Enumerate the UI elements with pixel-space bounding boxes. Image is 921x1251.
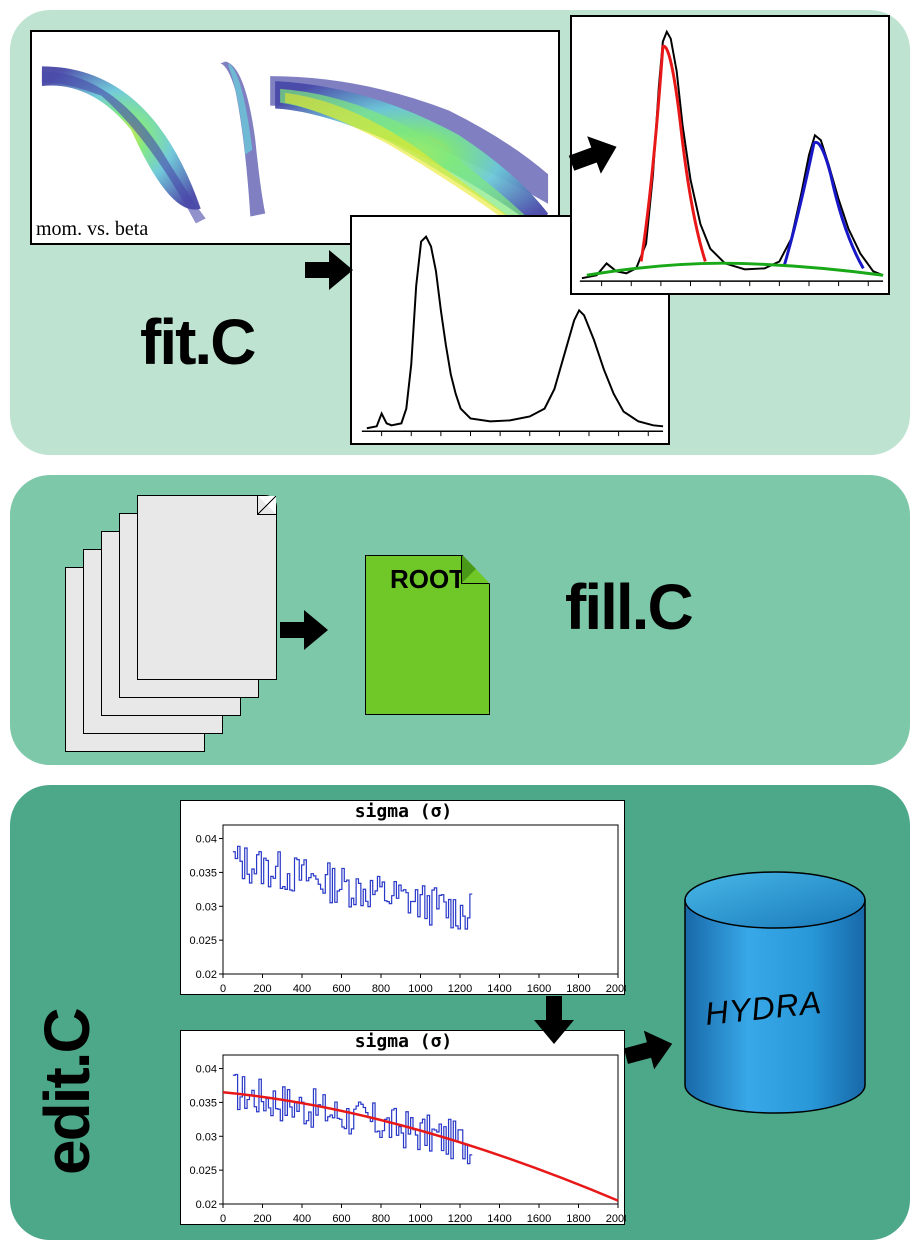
svg-text:2000: 2000 xyxy=(606,983,626,995)
fit-label: fit.C xyxy=(140,305,254,379)
sigma-chart-fitted: sigma (σ) 0 200 400 600 800 1000 1200 1400 1600 18… xyxy=(180,1030,625,1225)
svg-text:0.04: 0.04 xyxy=(196,834,217,846)
svg-text:2000: 2000 xyxy=(606,1213,626,1225)
arrow-icon xyxy=(534,996,574,1044)
svg-text:0.02: 0.02 xyxy=(196,969,217,981)
sigma-chart-raw: sigma (σ) 0 200 400 600 800 1000 1200 1400 1600 18… xyxy=(180,800,625,995)
svg-text:1400: 1400 xyxy=(487,1213,511,1225)
heatmap-caption: mom. vs. beta xyxy=(36,218,148,241)
svg-text:0: 0 xyxy=(220,1213,226,1225)
svg-text:0.03: 0.03 xyxy=(196,901,217,913)
svg-text:1000: 1000 xyxy=(408,983,432,995)
svg-text:600: 600 xyxy=(332,983,350,995)
svg-text:800: 800 xyxy=(372,1213,390,1225)
svg-text:600: 600 xyxy=(332,1213,350,1225)
svg-text:200: 200 xyxy=(253,1213,271,1225)
svg-text:0.02: 0.02 xyxy=(196,1199,217,1211)
svg-text:400: 400 xyxy=(293,1213,311,1225)
svg-text:200: 200 xyxy=(253,983,271,995)
arrow-icon xyxy=(305,250,353,290)
file-stack xyxy=(65,495,277,752)
fill-label: fill.C xyxy=(565,570,692,644)
svg-text:1800: 1800 xyxy=(566,1213,590,1225)
svg-text:1600: 1600 xyxy=(527,983,551,995)
file-page xyxy=(137,495,277,680)
svg-text:1600: 1600 xyxy=(527,1213,551,1225)
svg-text:0.025: 0.025 xyxy=(189,1165,217,1177)
svg-text:800: 800 xyxy=(372,983,390,995)
svg-text:400: 400 xyxy=(293,983,311,995)
root-file: ROOT xyxy=(365,555,490,715)
svg-text:0.03: 0.03 xyxy=(196,1131,217,1143)
svg-text:0.035: 0.035 xyxy=(189,867,217,879)
svg-text:0.035: 0.035 xyxy=(189,1097,217,1109)
svg-text:sigma (σ): sigma (σ) xyxy=(355,1031,453,1052)
heatmap-mom-vs-beta xyxy=(30,30,560,245)
svg-text:0.025: 0.025 xyxy=(189,935,217,947)
svg-text:1200: 1200 xyxy=(448,1213,472,1225)
svg-text:1800: 1800 xyxy=(566,983,590,995)
svg-text:0: 0 xyxy=(220,983,226,995)
svg-text:1400: 1400 xyxy=(487,983,511,995)
edit-label: edit.C xyxy=(30,1009,104,1175)
svg-text:1200: 1200 xyxy=(448,983,472,995)
svg-text:0.04: 0.04 xyxy=(196,1064,217,1076)
svg-text:sigma (σ): sigma (σ) xyxy=(355,801,453,822)
arrow-icon xyxy=(280,610,328,650)
svg-text:1000: 1000 xyxy=(408,1213,432,1225)
